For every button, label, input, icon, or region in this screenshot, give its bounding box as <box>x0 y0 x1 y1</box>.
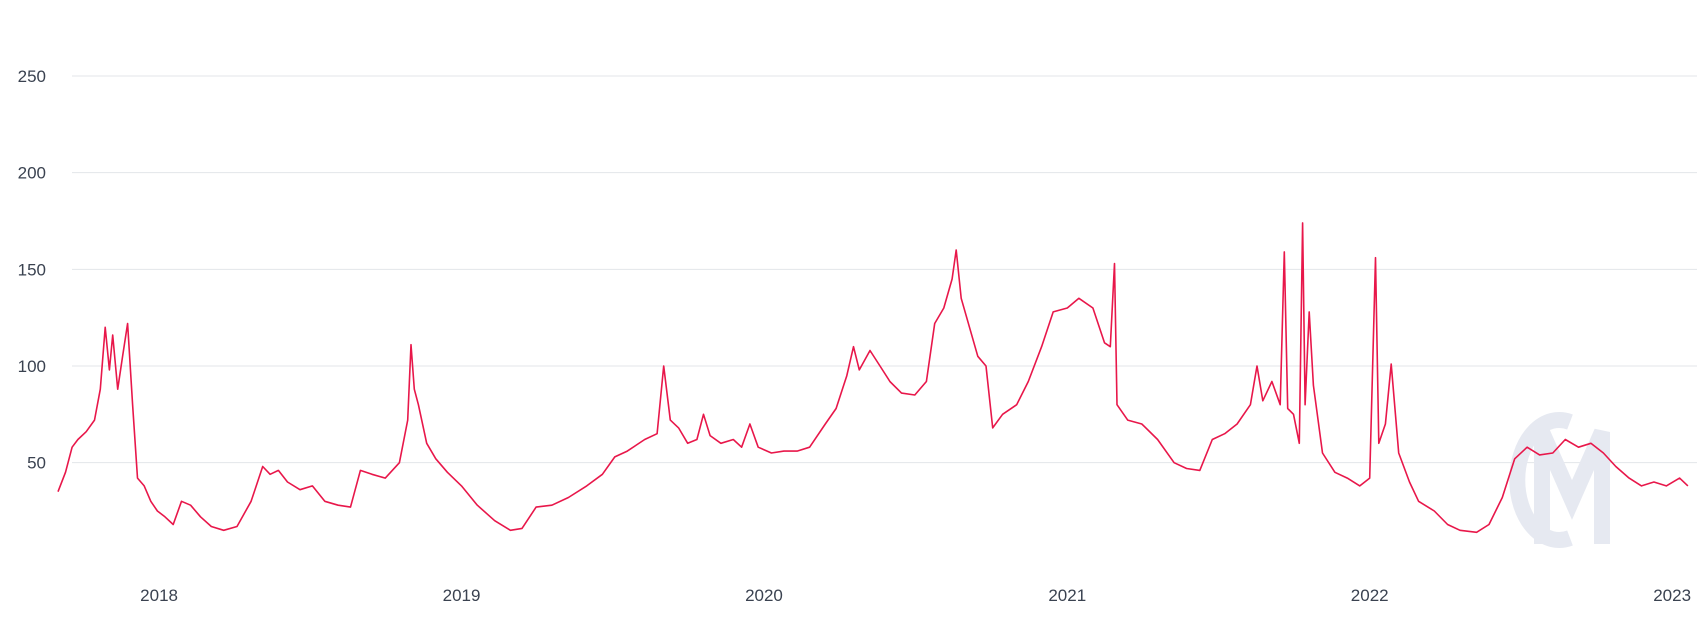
x-tick-label: 2019 <box>443 586 481 605</box>
x-tick-label: 2021 <box>1048 586 1086 605</box>
y-tick-label: 150 <box>18 260 46 279</box>
y-tick-label: 200 <box>18 164 46 183</box>
coinmetrics-cm-logo-icon <box>1509 412 1610 548</box>
y-axis: 50 100 150 200 250 <box>18 67 46 473</box>
x-tick-label: 2022 <box>1351 586 1389 605</box>
y-tick-label: 100 <box>18 357 46 376</box>
x-axis: 2018 2019 2020 2021 2022 2023 <box>140 586 1691 605</box>
gridlines <box>72 75 1697 464</box>
x-tick-label: 2018 <box>140 586 178 605</box>
series-line <box>57 222 1689 534</box>
y-tick-label: 50 <box>27 454 46 473</box>
x-tick-label: 2020 <box>745 586 783 605</box>
x-tick-label: 2023 <box>1653 586 1691 605</box>
y-tick-label: 250 <box>18 67 46 86</box>
plot-area <box>57 222 1689 534</box>
